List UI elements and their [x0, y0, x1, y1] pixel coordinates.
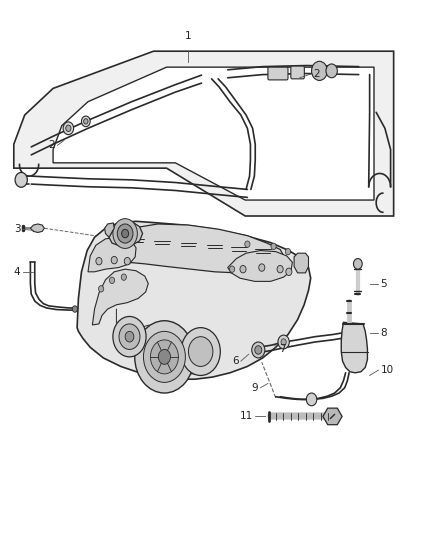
Polygon shape: [228, 251, 292, 281]
Polygon shape: [323, 408, 342, 425]
Circle shape: [119, 324, 140, 350]
Text: 3: 3: [14, 224, 20, 235]
Circle shape: [144, 332, 185, 382]
Polygon shape: [77, 221, 311, 379]
Polygon shape: [106, 224, 285, 273]
FancyBboxPatch shape: [291, 66, 304, 79]
Polygon shape: [53, 67, 374, 200]
Circle shape: [326, 64, 337, 78]
Text: 1: 1: [185, 30, 192, 41]
Circle shape: [113, 317, 146, 357]
Circle shape: [252, 342, 265, 358]
Polygon shape: [14, 51, 394, 216]
Circle shape: [72, 306, 78, 312]
Circle shape: [113, 219, 138, 248]
Circle shape: [124, 257, 131, 265]
Text: 7: 7: [279, 344, 286, 354]
Circle shape: [15, 172, 27, 187]
Circle shape: [111, 256, 117, 264]
Polygon shape: [30, 224, 44, 232]
Circle shape: [158, 350, 170, 365]
Text: 2: 2: [313, 69, 319, 79]
Circle shape: [278, 335, 289, 349]
Circle shape: [311, 61, 327, 80]
FancyBboxPatch shape: [268, 67, 288, 80]
Circle shape: [99, 286, 104, 292]
Circle shape: [96, 257, 102, 265]
Circle shape: [271, 243, 276, 249]
Circle shape: [188, 337, 213, 367]
Text: 10: 10: [381, 365, 394, 375]
Polygon shape: [109, 223, 143, 246]
Text: 6: 6: [232, 356, 239, 366]
Circle shape: [135, 321, 194, 393]
Circle shape: [277, 265, 283, 273]
Circle shape: [122, 229, 129, 238]
Polygon shape: [105, 223, 114, 237]
Circle shape: [117, 224, 133, 243]
Polygon shape: [341, 322, 367, 373]
Circle shape: [245, 241, 250, 247]
Circle shape: [286, 268, 292, 276]
Text: 4: 4: [14, 267, 20, 277]
Circle shape: [150, 340, 178, 374]
Text: 5: 5: [381, 279, 387, 288]
Circle shape: [306, 393, 317, 406]
Text: 9: 9: [252, 383, 258, 393]
Circle shape: [66, 125, 71, 132]
Circle shape: [286, 248, 290, 255]
Circle shape: [259, 264, 265, 271]
Circle shape: [84, 119, 88, 124]
Circle shape: [125, 332, 134, 342]
Circle shape: [81, 116, 90, 127]
Polygon shape: [88, 237, 136, 272]
Circle shape: [353, 259, 362, 269]
Text: 8: 8: [381, 328, 387, 338]
Circle shape: [121, 274, 127, 280]
Circle shape: [181, 328, 220, 375]
Polygon shape: [294, 253, 308, 273]
Circle shape: [63, 122, 74, 135]
Circle shape: [255, 346, 262, 354]
Polygon shape: [92, 269, 148, 325]
Text: 11: 11: [240, 411, 253, 422]
Circle shape: [110, 277, 115, 284]
Circle shape: [281, 339, 286, 345]
Text: 2: 2: [49, 140, 55, 150]
Circle shape: [230, 266, 235, 272]
Circle shape: [240, 265, 246, 273]
